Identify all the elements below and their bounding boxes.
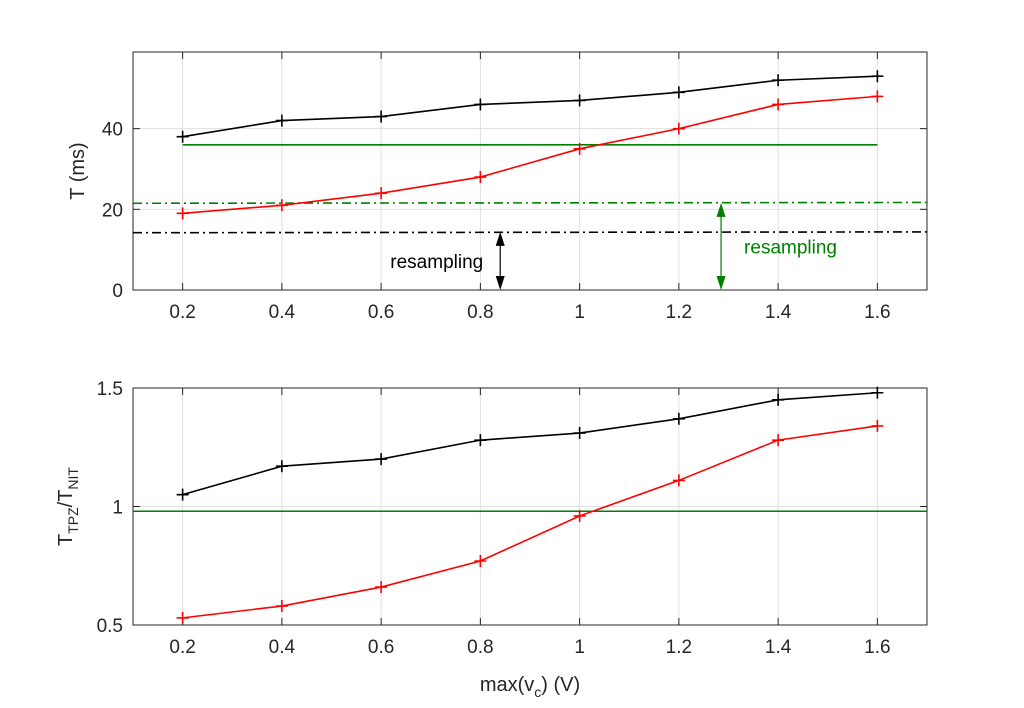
y-tick-label: 0 — [112, 281, 123, 302]
series-1-point — [871, 70, 884, 83]
series-1-point — [672, 86, 685, 99]
series-2-point — [672, 474, 685, 487]
series-1-point — [573, 94, 586, 107]
series-1-line — [182, 75, 878, 138]
y-label-subscript: TPZ — [65, 507, 81, 534]
arrow-down-icon — [716, 276, 726, 290]
y-label-subscript: NIT — [65, 467, 81, 490]
series-2-point — [275, 600, 288, 613]
x-tick-label: 0.8 — [467, 302, 493, 323]
x-tick-label: 1.4 — [765, 302, 792, 323]
x-label-part: ) (V) — [541, 674, 580, 696]
series-1-point — [275, 460, 288, 473]
series-2-point — [573, 142, 586, 155]
arrow-up-icon — [716, 202, 726, 217]
y-axis-label: TTPZ/TNIT — [55, 467, 81, 546]
series-2-point — [772, 98, 785, 111]
series-2-point — [375, 581, 388, 594]
series-1-point — [871, 386, 884, 399]
series-1-point — [672, 412, 685, 425]
series-2-point — [275, 199, 288, 212]
x-tick-label: 1 — [574, 302, 585, 323]
series-2-line — [182, 425, 878, 619]
series-1-point — [176, 130, 189, 143]
series-1-point — [275, 114, 288, 127]
x-label-subscript: c — [534, 684, 541, 700]
x-tick-label: 0.2 — [169, 302, 195, 323]
series-1-point — [474, 98, 487, 111]
series-1-point — [375, 110, 388, 123]
x-tick-label: 1.4 — [765, 637, 792, 658]
series-1-point — [375, 453, 388, 466]
series-2-point — [871, 90, 884, 103]
x-tick-label: 0.2 — [169, 637, 195, 658]
series-2-point — [871, 419, 884, 432]
series-1-point — [772, 74, 785, 87]
x-tick-label: 1.6 — [864, 637, 890, 658]
x-tick-label: 0.4 — [269, 302, 296, 323]
series-2-point — [672, 122, 685, 135]
series-2-point — [474, 555, 487, 568]
arrow-up-icon — [495, 231, 505, 246]
y-tick-label: 1.5 — [97, 379, 123, 400]
arrow-down-icon — [495, 276, 505, 290]
x-tick-label: 0.4 — [269, 637, 296, 658]
y-tick-label: 1 — [112, 498, 123, 519]
y-tick-label: 0.5 — [97, 616, 123, 637]
x-tick-label: 0.6 — [368, 302, 394, 323]
x-tick-label: 0.8 — [467, 637, 493, 658]
axes-frame — [132, 51, 928, 291]
series-1-point — [474, 434, 487, 447]
y-label-part: T — [55, 534, 77, 546]
x-tick-label: 1.2 — [666, 637, 692, 658]
series-2-point — [176, 207, 189, 220]
series-2-point — [573, 509, 586, 522]
x-axis-label: max(vc) (V) — [480, 674, 580, 700]
annotation-label: resampling — [744, 237, 837, 258]
y-tick-label: 40 — [102, 120, 123, 141]
x-tick-label: 1.2 — [666, 302, 692, 323]
x-tick-label: 1 — [574, 637, 585, 658]
annotation-label: resampling — [390, 252, 483, 273]
x-tick-label: 1.6 — [864, 302, 890, 323]
series-1-point — [176, 488, 189, 501]
series-1-line — [182, 391, 878, 496]
bottom-plot: 0.2 0.4 0.6 0.8 1 1.2 1.4 1.6 0.5 1 1.5 TTPZ/TNIT ma… — [55, 379, 928, 700]
x-tick-label: 0.6 — [368, 637, 394, 658]
series-2-point — [474, 171, 487, 184]
series-2-point — [375, 187, 388, 200]
series-1-point — [772, 393, 785, 406]
y-axis-label: T (ms) — [67, 142, 89, 199]
series-2-line — [182, 95, 878, 215]
series-2-point — [772, 434, 785, 447]
top-plot: 0.2 0.4 0.6 0.8 1 1.2 1.4 1.6 0 20 40 resampling res… — [67, 51, 928, 323]
x-label-part: max(v — [480, 674, 534, 696]
axes-box — [132, 51, 928, 291]
series-2-point — [176, 611, 189, 624]
y-tick-label: 20 — [102, 200, 123, 221]
series-1-point — [573, 427, 586, 440]
y-label-part: /T — [55, 490, 77, 508]
